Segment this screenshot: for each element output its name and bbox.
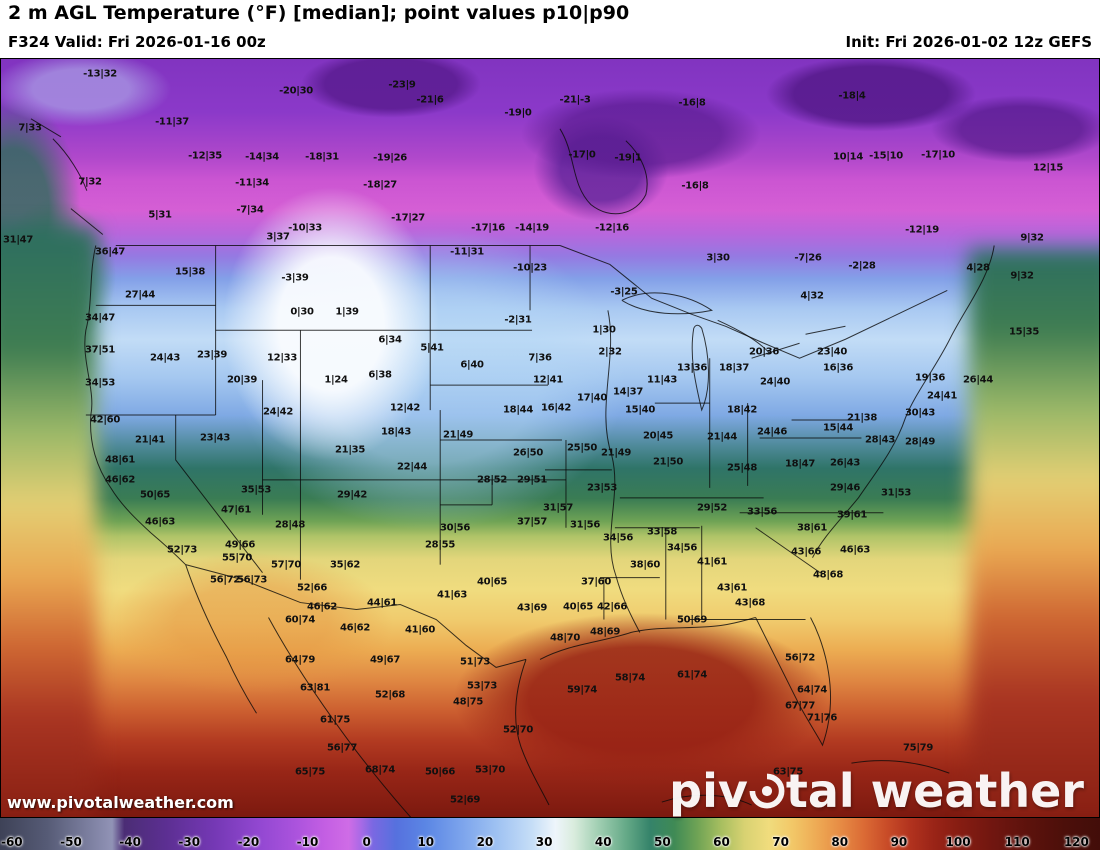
pivotal-weather-logo: piv tal weather xyxy=(669,768,1084,814)
map-borders xyxy=(30,118,995,817)
colorbar-tick-label: 10 xyxy=(417,835,435,849)
page-title: 2 m AGL Temperature (°F) [median]; point… xyxy=(8,2,630,24)
temperature-map xyxy=(0,58,1100,818)
colorbar-tick-label: -30 xyxy=(178,835,201,849)
colorbar-tick-label: 30 xyxy=(535,835,553,849)
pivotal-swirl-icon xyxy=(749,773,785,809)
logo-text-pre: piv xyxy=(669,764,748,818)
colorbar-tick-label: 110 xyxy=(1004,835,1030,849)
colorbar-tick-label: 90 xyxy=(890,835,908,849)
logo-text-post: tal weather xyxy=(785,764,1084,818)
colorbar-tick-label: 70 xyxy=(772,835,789,849)
colorbar-tick-label: -50 xyxy=(60,835,82,849)
colorbar-tick-label: -10 xyxy=(296,835,319,849)
colorbar-tick-label: 0 xyxy=(362,835,371,849)
colorbar-tick-label: 50 xyxy=(654,835,671,849)
colorbar-tick-label: 80 xyxy=(831,835,849,849)
colorbar-tick-label: 40 xyxy=(594,835,612,849)
init-time-label: Init: Fri 2026-01-02 12z GEFS xyxy=(845,33,1092,51)
pacific-ocean-gradient xyxy=(1,229,96,817)
header: 2 m AGL Temperature (°F) [median]; point… xyxy=(0,0,1100,58)
colorbar-tick-label: 120 xyxy=(1063,835,1089,849)
colorbar-tick-label: 60 xyxy=(713,835,730,849)
atlantic-ocean-gradient xyxy=(969,249,1099,817)
colorbar-tick-label: -20 xyxy=(237,835,260,849)
valid-time-label: F324 Valid: Fri 2026-01-16 00z xyxy=(8,33,266,51)
colorbar-tick-label: -40 xyxy=(119,835,141,849)
colorbar-tick-label: -60 xyxy=(0,835,23,849)
colorbar-tick-label: 20 xyxy=(476,835,494,849)
colorbar: -60 -50 -40 -30 -20 -10 0 10 20 30 40 50 60 70 80 90 100… xyxy=(0,818,1100,850)
watermark-url: www.pivotalweather.com xyxy=(7,793,234,812)
colorbar-tick-label: 100 xyxy=(945,835,971,849)
